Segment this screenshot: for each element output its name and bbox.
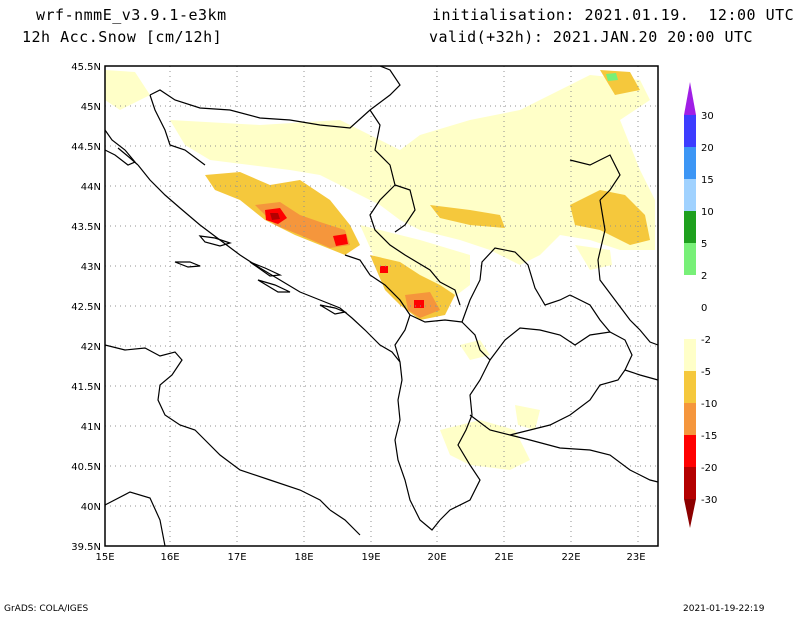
colorbar: 30 20 15 10 5 2 0 -2 -5 -10 -15 -20 -30 xyxy=(684,82,717,528)
lat-label: 42.5N xyxy=(71,302,101,313)
lon-label: 21E xyxy=(494,552,513,563)
colorbar-bin xyxy=(684,403,696,435)
lat-label: 40N xyxy=(81,502,101,513)
colorbar-label: 15 xyxy=(701,175,714,186)
snow-light-shading xyxy=(105,70,655,470)
colorbar-bin xyxy=(684,339,696,371)
snow-extreme-shading xyxy=(270,213,280,220)
country-borders xyxy=(149,65,659,521)
colorbar-bin xyxy=(684,435,696,467)
coastlines xyxy=(104,129,441,547)
lat-label: 43N xyxy=(81,262,101,273)
colorbar-top-arrow xyxy=(684,82,696,115)
init-time: initialisation: 2021.01.19. 12:00 UTC xyxy=(432,6,795,24)
colorbar-bin xyxy=(684,243,696,275)
map-frame xyxy=(104,65,659,547)
colorbar-bottom-arrow xyxy=(684,499,696,528)
colorbar-label: -20 xyxy=(701,463,717,474)
colorbar-label: 2 xyxy=(701,271,707,282)
snow-very-heavy-shading xyxy=(265,208,424,308)
lon-label: 19E xyxy=(361,552,380,563)
snow-positive-patch xyxy=(606,73,618,81)
field-title: 12h Acc.Snow [cm/12h] xyxy=(22,28,223,46)
colorbar-label: 30 xyxy=(701,111,714,122)
lat-label: 41.5N xyxy=(71,382,101,393)
colorbar-label: 5 xyxy=(701,239,707,250)
colorbar-label: -2 xyxy=(701,335,711,346)
colorbar-label: 10 xyxy=(701,207,714,218)
valid-time: valid(+32h): 2021.JAN.20 20:00 UTC xyxy=(429,28,754,46)
lon-label: 23E xyxy=(626,552,645,563)
colorbar-label: -10 xyxy=(701,399,717,410)
colorbar-label: 0 xyxy=(701,303,707,314)
colorbar-bin xyxy=(684,147,696,179)
lon-label: 17E xyxy=(227,552,246,563)
colorbar-label: -5 xyxy=(701,367,711,378)
lon-label: 18E xyxy=(294,552,313,563)
lat-label: 43.5N xyxy=(71,222,101,233)
colorbar-bin xyxy=(684,275,696,339)
colorbar-bin xyxy=(684,211,696,243)
lat-label: 44N xyxy=(81,182,101,193)
model-title: wrf-nmmE_v3.9.1-e3km xyxy=(36,6,227,24)
lon-label: 15E xyxy=(95,552,114,563)
lon-axis-labels: 15E 16E 17E 18E 19E 20E 21E 22E 23E xyxy=(95,552,645,563)
lat-label: 45N xyxy=(81,102,101,113)
lat-label: 44.5N xyxy=(71,142,101,153)
lat-label: 39.5N xyxy=(71,542,101,553)
colorbar-bin xyxy=(684,371,696,403)
colorbar-label: 20 xyxy=(701,143,714,154)
lat-label: 41N xyxy=(81,422,101,433)
lat-axis-labels: 45.5N 45N 44.5N 44N 43.5N 43N 42.5N 42N … xyxy=(71,62,101,553)
lat-label: 42N xyxy=(81,342,101,353)
colorbar-bin xyxy=(684,115,696,147)
lat-lon-grid xyxy=(105,66,658,546)
lat-label: 45.5N xyxy=(71,62,101,73)
colorbar-bin xyxy=(684,467,696,499)
colorbar-bin xyxy=(684,179,696,211)
lat-label: 40.5N xyxy=(71,462,101,473)
footer-timestamp: 2021-01-19-22:19 xyxy=(683,604,765,614)
lon-label: 16E xyxy=(160,552,179,563)
colorbar-label: -15 xyxy=(701,431,717,442)
lon-label: 20E xyxy=(427,552,446,563)
colorbar-label: -30 xyxy=(701,495,717,506)
lon-label: 22E xyxy=(561,552,580,563)
footer-credit: GrADS: COLA/IGES xyxy=(4,604,89,614)
